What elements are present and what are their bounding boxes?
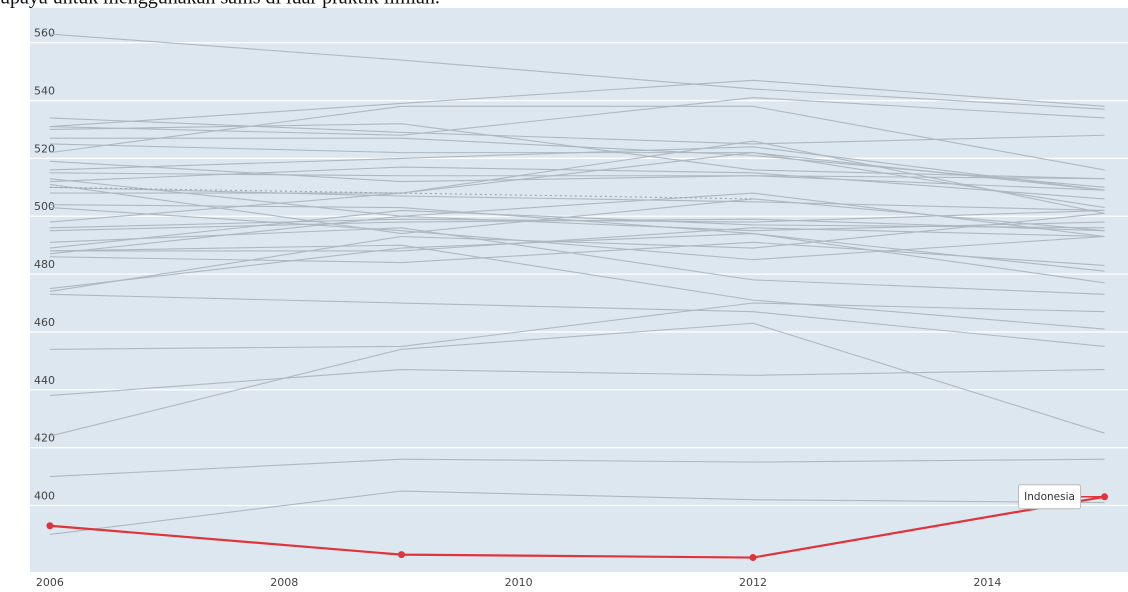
- x-tick-label: 2008: [270, 576, 298, 589]
- series-line: [49, 458, 1105, 478]
- series-line: [49, 368, 1105, 397]
- label-box: [1018, 484, 1082, 510]
- series-line: [49, 172, 1105, 191]
- series-line: [49, 241, 1105, 266]
- series-line: [49, 146, 1105, 191]
- y-tick-label: 460: [34, 316, 55, 329]
- highlight-line: [49, 495, 1105, 559]
- series-line: [49, 293, 1105, 347]
- series-line: [49, 233, 1105, 290]
- series-line: [49, 79, 1105, 128]
- plot-background: [30, 8, 1128, 572]
- intro-text: upaya untuk menggunakan sains di luar pr…: [0, 0, 440, 9]
- series-line: [49, 244, 1105, 330]
- y-tick-label: 420: [34, 432, 55, 445]
- series-line: [49, 227, 1105, 295]
- series-line: [49, 212, 1105, 292]
- x-tick-label: 2014: [973, 576, 1001, 589]
- point: [397, 551, 405, 559]
- series-line: [49, 97, 1105, 136]
- x-tick-label: 2010: [505, 576, 533, 589]
- series-line: [49, 204, 1105, 284]
- series-line: [49, 117, 1105, 145]
- series-line: [49, 186, 754, 200]
- series-label: Indonesia: [1024, 491, 1075, 503]
- series-line: [49, 140, 1105, 223]
- series-line: [49, 207, 1105, 261]
- series-line: [49, 33, 1105, 110]
- y-tick-label: 540: [34, 85, 55, 98]
- y-tick-label: 520: [34, 142, 55, 155]
- point: [749, 554, 757, 562]
- y-tick-label: 480: [34, 258, 55, 271]
- x-tick-label: 2006: [36, 576, 64, 589]
- series-line: [49, 186, 1105, 212]
- y-tick-label: 500: [34, 200, 55, 213]
- series-line: [49, 490, 1105, 535]
- series-line: [49, 152, 1105, 209]
- series-line: [49, 105, 1105, 171]
- y-tick-label: 440: [34, 374, 55, 387]
- series-line: [49, 227, 1105, 252]
- y-tick-label: 560: [34, 27, 55, 40]
- series-line: [49, 322, 1105, 437]
- series-line: [49, 302, 1105, 350]
- x-tick-label: 2012: [739, 576, 767, 589]
- y-tick-label: 400: [34, 489, 55, 502]
- point: [46, 522, 54, 530]
- series-line: [49, 178, 1105, 238]
